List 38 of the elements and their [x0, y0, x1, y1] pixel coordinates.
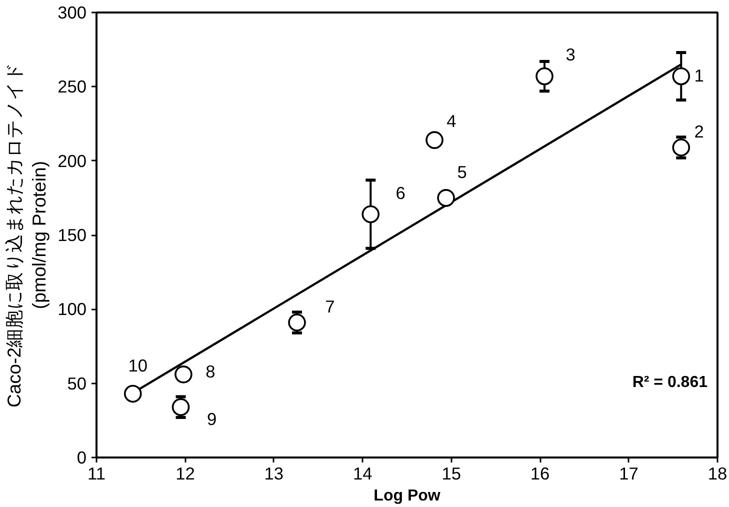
- y-tick-label: 150: [58, 225, 87, 245]
- y-axis-title: Caco-2細胞に取り込まれたカロテノイド (pmol/mg Protein): [3, 62, 50, 408]
- x-axis-title: Log Pow: [374, 488, 441, 504]
- point: [426, 131, 444, 149]
- annotation: 9: [206, 409, 217, 430]
- y-tick-label: 250: [58, 76, 87, 97]
- x-tick-label: 18: [708, 464, 728, 484]
- y-tick-label: 0: [76, 448, 87, 468]
- y-tick-label: 100: [58, 299, 87, 320]
- y-tick-label: 300: [58, 2, 87, 22]
- point: [672, 138, 690, 156]
- point: [288, 314, 306, 332]
- annotation: 7: [325, 296, 335, 317]
- annotation: 8: [206, 361, 216, 382]
- x-tick-label: 17: [619, 464, 638, 484]
- point: [536, 67, 554, 86]
- annotation: 4: [446, 111, 457, 132]
- point: [124, 384, 142, 403]
- annotation: 1: [694, 65, 704, 86]
- annotation: 3: [566, 44, 576, 64]
- annotation: 2: [694, 121, 704, 142]
- point: [672, 67, 690, 86]
- point: [174, 366, 192, 384]
- y-tick-label: 200: [58, 150, 87, 171]
- x-tick-label: 16: [530, 464, 550, 484]
- x-tick-label: 12: [176, 464, 195, 484]
- annotation: 5: [457, 162, 467, 182]
- y-tick-label: 50: [67, 373, 87, 394]
- x-tick-label: 14: [353, 464, 373, 484]
- x-tick-label: 15: [442, 464, 461, 484]
- point: [362, 205, 380, 224]
- annotation: R² = 0.861: [632, 374, 708, 391]
- annotation: 10: [128, 356, 148, 376]
- annotation: 6: [396, 183, 406, 204]
- point: [172, 398, 190, 416]
- x-tick-label: 11: [88, 464, 106, 484]
- x-tick-label: 13: [264, 464, 284, 484]
- point: [437, 189, 455, 207]
